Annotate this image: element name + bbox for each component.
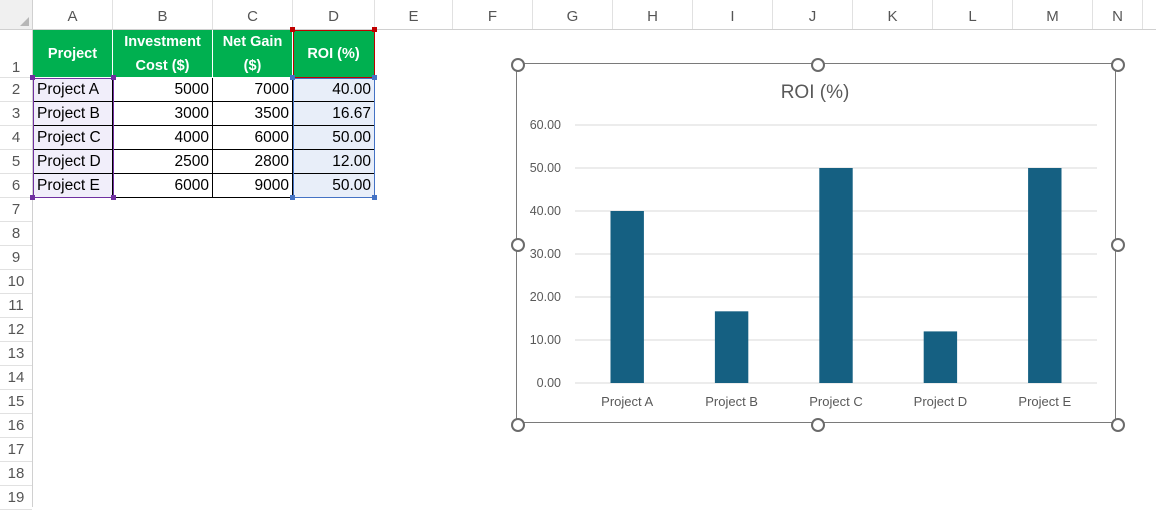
- table-cell[interactable]: 7000: [213, 78, 293, 102]
- column-header-e[interactable]: E: [375, 0, 453, 29]
- y-tick-label: 50.00: [530, 161, 561, 175]
- table-cell[interactable]: 3500: [213, 102, 293, 126]
- table-cell[interactable]: Project E: [33, 174, 113, 198]
- chart-resize-handle[interactable]: [811, 58, 825, 72]
- column-header-i[interactable]: I: [693, 0, 773, 29]
- select-all-triangle: [20, 17, 29, 26]
- table-cell[interactable]: 12.00: [293, 150, 375, 174]
- row-header-10[interactable]: 10: [0, 270, 32, 294]
- column-header-b[interactable]: B: [113, 0, 213, 29]
- row-header-2[interactable]: 2: [0, 78, 32, 102]
- chart-resize-handle[interactable]: [811, 418, 825, 432]
- table-cell[interactable]: 50.00: [293, 126, 375, 150]
- table-cell[interactable]: Project B: [33, 102, 113, 126]
- table-cell[interactable]: 40.00: [293, 78, 375, 102]
- y-tick-label: 60.00: [530, 118, 561, 132]
- column-header-f[interactable]: F: [453, 0, 533, 29]
- x-tick-label: Project B: [705, 394, 758, 409]
- chart-resize-handle[interactable]: [511, 58, 525, 72]
- row-header-12[interactable]: 12: [0, 318, 32, 342]
- table-cell[interactable]: Project D: [33, 150, 113, 174]
- table-cell[interactable]: Project A: [33, 78, 113, 102]
- chart-title: ROI (%): [781, 82, 850, 103]
- y-tick-label: 10.00: [530, 333, 561, 347]
- x-tick-label: Project E: [1018, 394, 1071, 409]
- column-header-m[interactable]: M: [1013, 0, 1093, 29]
- table-cell[interactable]: 5000: [113, 78, 213, 102]
- table-header-cell[interactable]: ROI (%): [293, 30, 375, 78]
- table-cell[interactable]: Project C: [33, 126, 113, 150]
- table-header-cell[interactable]: Investment Cost ($): [113, 30, 213, 78]
- row-header-5[interactable]: 5: [0, 150, 32, 174]
- y-tick-label: 30.00: [530, 247, 561, 261]
- chart-plot: ROI (%) 0.00 10.00 20.00 30.00 40.00 50.00 60.0…: [530, 82, 1097, 409]
- column-header-h[interactable]: H: [613, 0, 693, 29]
- bar-project-c: [819, 168, 853, 383]
- x-tick-label: Project D: [914, 394, 967, 409]
- chart-resize-handle[interactable]: [1111, 418, 1125, 432]
- row-header-4[interactable]: 4: [0, 126, 32, 150]
- row-headers: 1 2 3 4 5 6 7 8 9 10 11 12 13 14 15 16 17 18 19: [0, 30, 33, 510]
- y-tick-label: 40.00: [530, 204, 561, 218]
- row-header-13[interactable]: 13: [0, 342, 32, 366]
- y-tick-label: 20.00: [530, 290, 561, 304]
- table-header-cell[interactable]: Net Gain ($): [213, 30, 293, 78]
- row-header-6[interactable]: 6: [0, 174, 32, 198]
- column-header-n[interactable]: N: [1093, 0, 1143, 29]
- roi-bar-chart[interactable]: ROI (%) 0.00 10.00 20.00 30.00 40.00 50.00 60.0…: [511, 58, 1125, 432]
- row-header-8[interactable]: 8: [0, 222, 32, 246]
- row-header-7[interactable]: 7: [0, 198, 32, 222]
- column-header-g[interactable]: G: [533, 0, 613, 29]
- table-cell[interactable]: 2800: [213, 150, 293, 174]
- table-cell[interactable]: 6000: [113, 174, 213, 198]
- table-header-cell[interactable]: Project: [33, 30, 113, 78]
- table-cell[interactable]: 2500: [113, 150, 213, 174]
- row-header-16[interactable]: 16: [0, 414, 32, 438]
- chart-resize-handle[interactable]: [1111, 238, 1125, 252]
- column-header-l[interactable]: L: [933, 0, 1013, 29]
- table-cell[interactable]: 16.67: [293, 102, 375, 126]
- bar-project-b: [714, 311, 749, 383]
- x-tick-label: Project A: [601, 394, 653, 409]
- chart-resize-handle[interactable]: [1111, 58, 1125, 72]
- worksheet-grid[interactable]: Project Investment Cost ($) Net Gain ($) RO…: [30, 27, 1156, 507]
- x-tick-label: Project C: [809, 394, 862, 409]
- bar-project-a: [610, 211, 644, 383]
- bar-project-e: [1028, 168, 1062, 383]
- row-header-19[interactable]: 19: [0, 486, 32, 510]
- bar-project-d: [923, 331, 958, 383]
- chart-resize-handle[interactable]: [511, 238, 525, 252]
- select-all-corner[interactable]: [0, 0, 33, 30]
- row-header-1[interactable]: 1: [0, 30, 32, 78]
- table-cell[interactable]: 3000: [113, 102, 213, 126]
- table-cell[interactable]: 9000: [213, 174, 293, 198]
- column-header-a[interactable]: A: [33, 0, 113, 29]
- row-header-18[interactable]: 18: [0, 462, 32, 486]
- table-cell[interactable]: 50.00: [293, 174, 375, 198]
- table-cell[interactable]: 6000: [213, 126, 293, 150]
- row-header-17[interactable]: 17: [0, 438, 32, 462]
- column-header-d[interactable]: D: [293, 0, 375, 29]
- row-header-9[interactable]: 9: [0, 246, 32, 270]
- column-header-k[interactable]: K: [853, 0, 933, 29]
- column-header-j[interactable]: J: [773, 0, 853, 29]
- row-header-14[interactable]: 14: [0, 366, 32, 390]
- chart-resize-handle[interactable]: [511, 418, 525, 432]
- y-tick-label: 0.00: [537, 376, 561, 390]
- row-header-15[interactable]: 15: [0, 390, 32, 414]
- table-cell[interactable]: 4000: [113, 126, 213, 150]
- row-header-3[interactable]: 3: [0, 102, 32, 126]
- row-header-11[interactable]: 11: [0, 294, 32, 318]
- column-header-c[interactable]: C: [213, 0, 293, 29]
